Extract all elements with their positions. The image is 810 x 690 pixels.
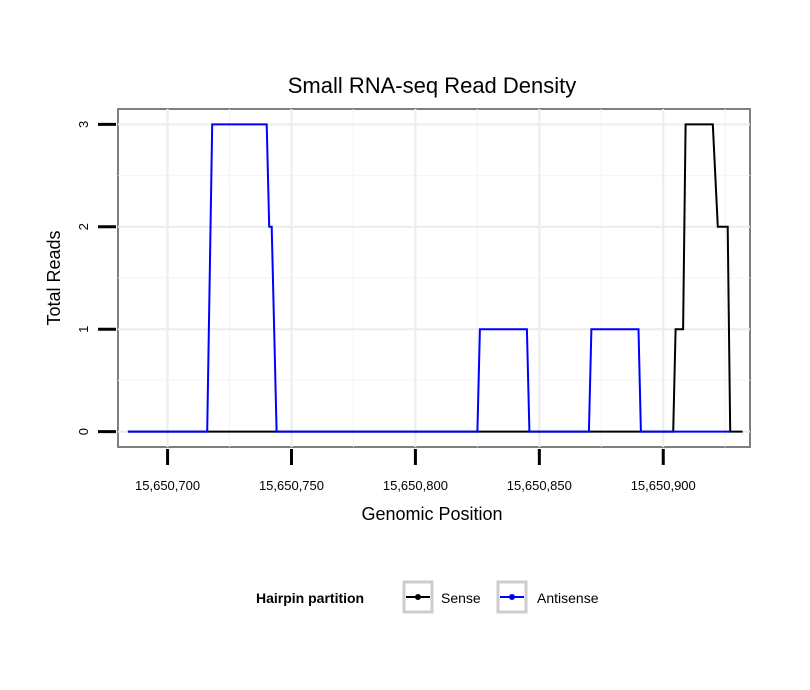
x-tick-label-1: 15,650,750 <box>259 478 324 493</box>
x-tick-label-0: 15,650,700 <box>135 478 200 493</box>
y-tick-label-1: 1 <box>76 326 91 333</box>
legend-item-antisense: Antisense <box>496 580 599 614</box>
y-axis: 0 1 2 3 <box>76 121 116 435</box>
legend-label-sense: Sense <box>441 590 481 606</box>
series-line-sense <box>127 123 743 433</box>
legend: Hairpin partition Sense Antisense <box>256 580 599 614</box>
x-axis: 15,650,700 15,650,750 15,650,800 15,650,850… <box>135 449 696 493</box>
y-tick-label-0: 0 <box>76 428 91 435</box>
legend-point-sense <box>415 594 421 600</box>
legend-label-antisense: Antisense <box>537 590 599 606</box>
legend-point-antisense <box>509 594 515 600</box>
series-line-antisense <box>127 123 731 433</box>
y-tick-label-3: 3 <box>76 121 91 128</box>
x-tick-label-2: 15,650,800 <box>383 478 448 493</box>
x-tick-label-4: 15,650,900 <box>631 478 696 493</box>
legend-title: Hairpin partition <box>256 590 364 606</box>
legend-item-sense: Sense <box>402 580 481 614</box>
series-layer <box>127 123 743 433</box>
x-axis-title: Genomic Position <box>361 504 502 524</box>
x-tick-label-3: 15,650,850 <box>507 478 572 493</box>
y-tick-label-2: 2 <box>76 223 91 230</box>
y-axis-title: Total Reads <box>44 230 64 325</box>
chart-title: Small RNA-seq Read Density <box>288 73 577 98</box>
